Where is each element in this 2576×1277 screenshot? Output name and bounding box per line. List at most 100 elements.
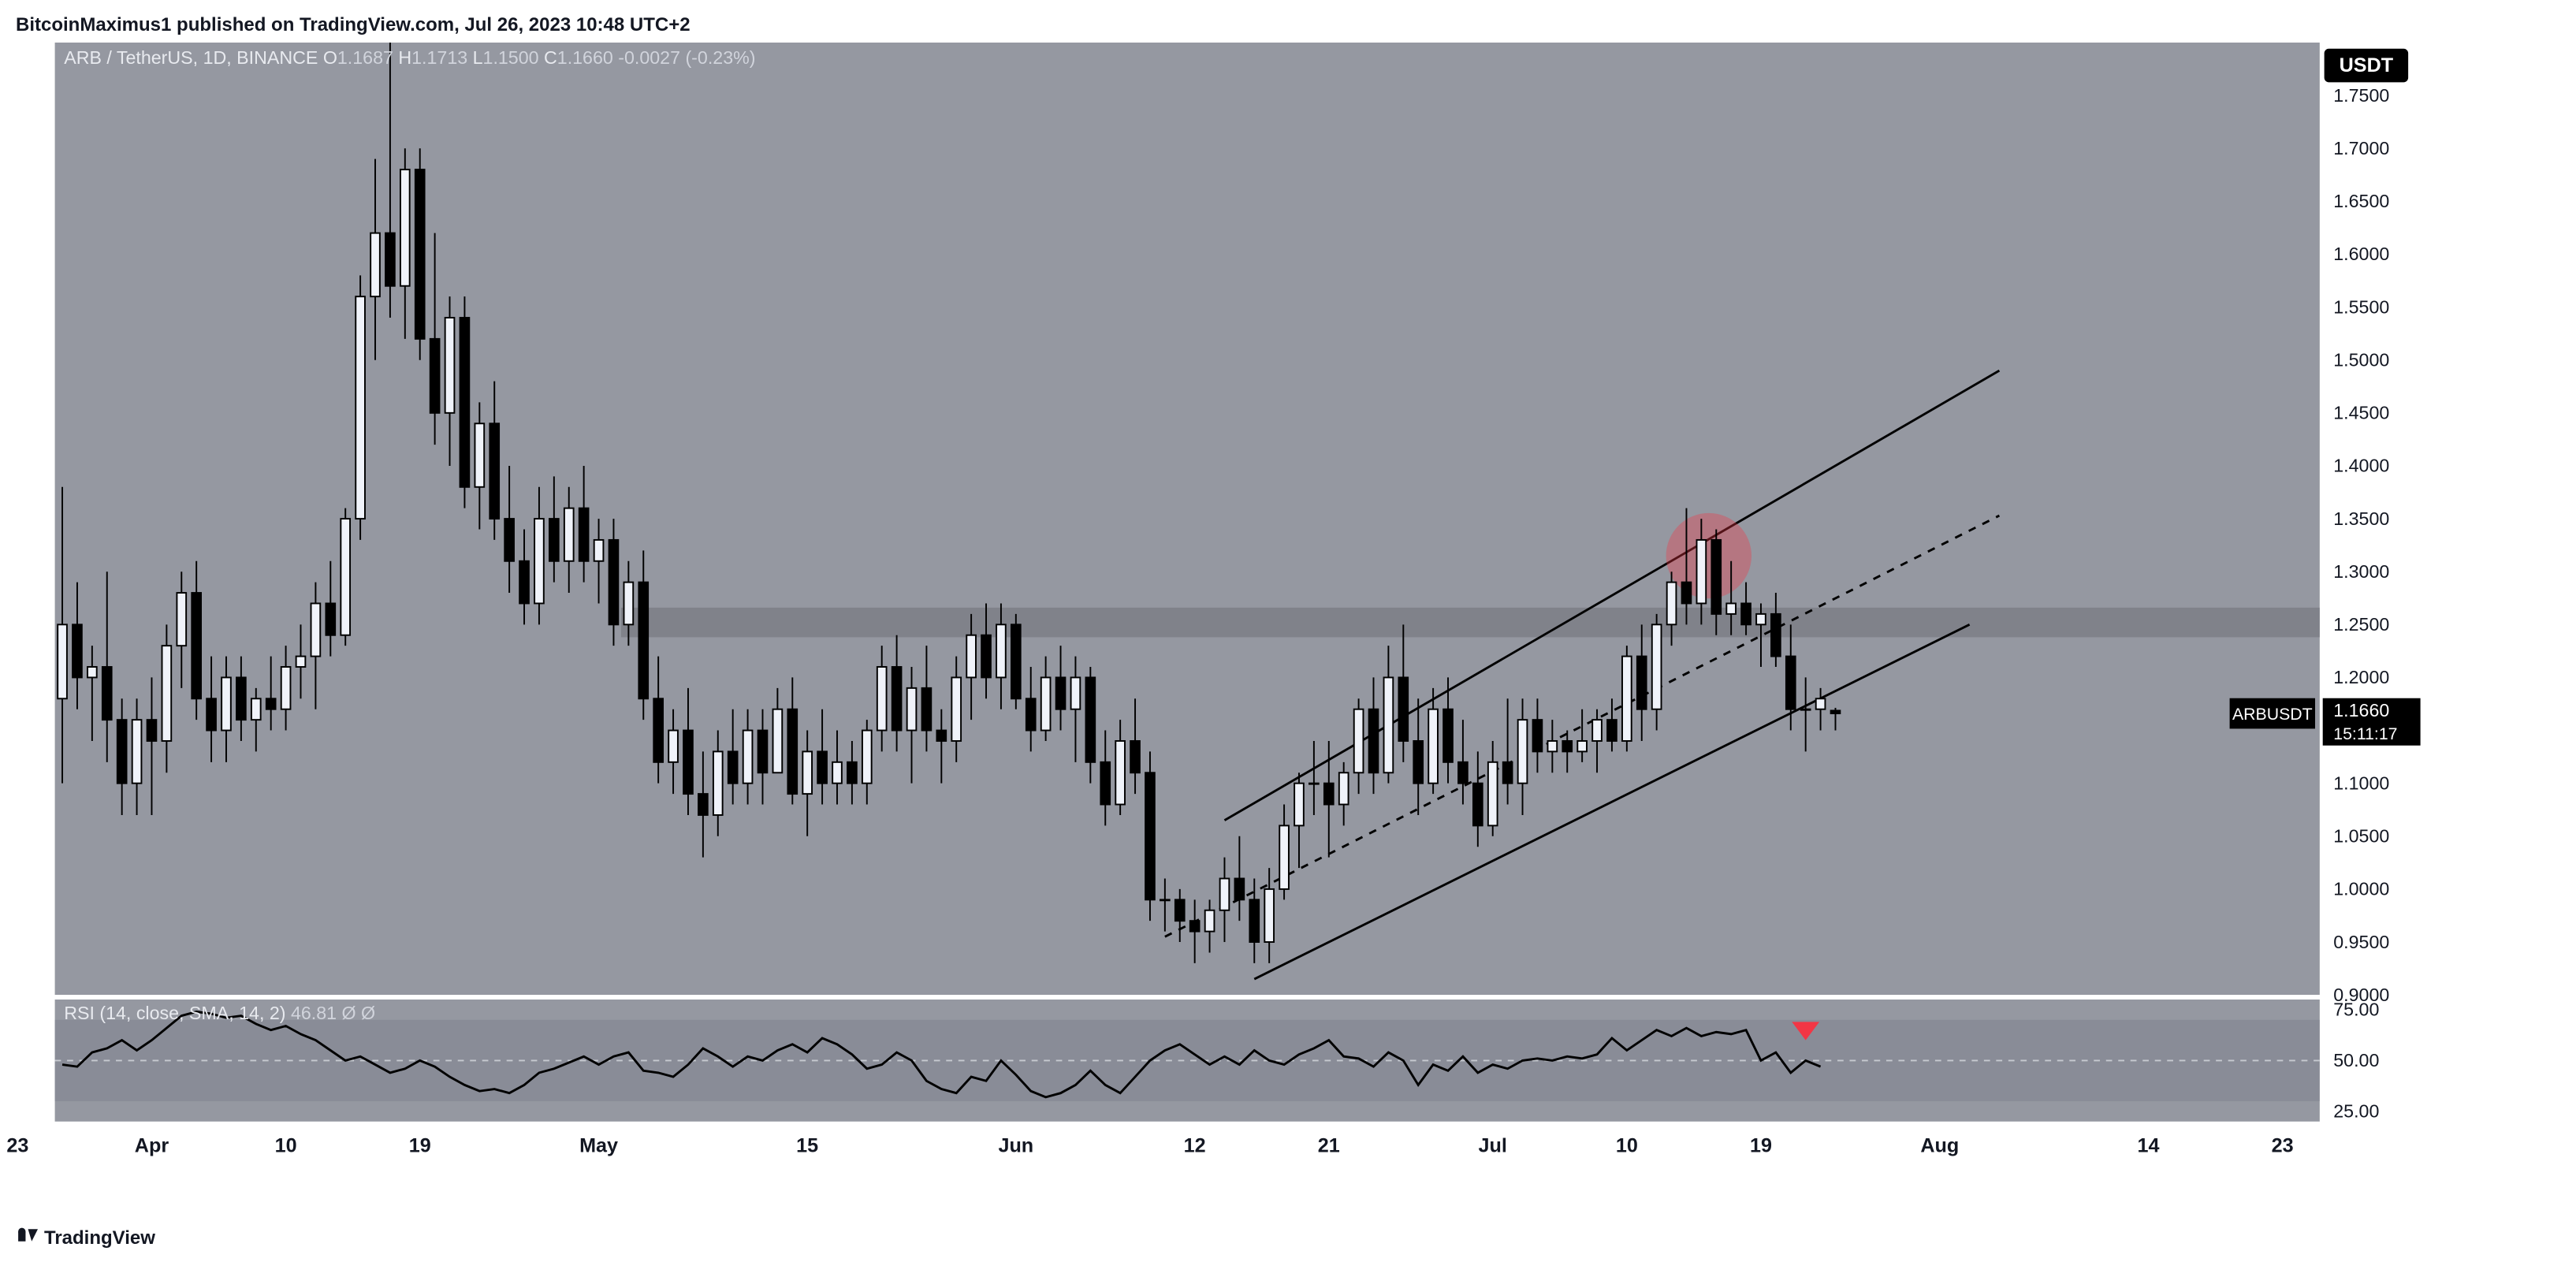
candle-body[interactable]: [624, 583, 633, 625]
candle-body[interactable]: [907, 688, 917, 731]
candle-body[interactable]: [668, 731, 678, 762]
candle-body[interactable]: [1324, 784, 1334, 805]
candle-body[interactable]: [1205, 910, 1215, 932]
candle-body[interactable]: [341, 519, 350, 635]
candle-body[interactable]: [1592, 720, 1602, 741]
candle-body[interactable]: [1607, 720, 1617, 741]
candle-body[interactable]: [177, 593, 186, 646]
candle-body[interactable]: [430, 339, 440, 413]
candle-body[interactable]: [1160, 899, 1170, 900]
candle-body[interactable]: [638, 583, 648, 699]
candle-body[interactable]: [534, 519, 544, 603]
candle-body[interactable]: [728, 751, 738, 783]
candle-body[interactable]: [1697, 540, 1707, 604]
candle-body[interactable]: [1533, 720, 1543, 751]
candle-body[interactable]: [1652, 624, 1662, 709]
candle-body[interactable]: [1294, 784, 1304, 826]
candle-body[interactable]: [281, 667, 291, 709]
candle-body[interactable]: [385, 233, 395, 286]
candle-body[interactable]: [490, 423, 499, 519]
candle-body[interactable]: [1428, 709, 1438, 784]
candle-body[interactable]: [1816, 698, 1826, 709]
candle-body[interactable]: [102, 667, 112, 720]
candle-body[interactable]: [594, 540, 604, 561]
candle-body[interactable]: [415, 169, 425, 339]
candle-body[interactable]: [1682, 583, 1692, 604]
highlight-circle[interactable]: [1666, 513, 1751, 598]
candle-body[interactable]: [236, 677, 246, 720]
candle-body[interactable]: [162, 646, 172, 741]
candle-body[interactable]: [1443, 709, 1453, 762]
candle-body[interactable]: [192, 593, 201, 698]
candle-body[interactable]: [951, 677, 961, 741]
candle-body[interactable]: [758, 731, 768, 773]
candle-body[interactable]: [1011, 624, 1021, 698]
candle-body[interactable]: [936, 731, 946, 741]
candle-body[interactable]: [221, 677, 231, 730]
candle-body[interactable]: [1026, 698, 1036, 730]
candle-body[interactable]: [1667, 583, 1677, 625]
candle-body[interactable]: [519, 561, 529, 604]
candle-body[interactable]: [370, 233, 380, 297]
candle-body[interactable]: [1711, 540, 1721, 614]
candle-body[interactable]: [1235, 878, 1245, 899]
candle-body[interactable]: [1220, 878, 1230, 910]
candle-body[interactable]: [1279, 825, 1289, 889]
candle-body[interactable]: [847, 762, 857, 784]
candle-body[interactable]: [1175, 899, 1185, 921]
candle-body[interactable]: [1547, 741, 1557, 751]
candle-body[interactable]: [1726, 603, 1736, 613]
price-pane[interactable]: [55, 43, 2320, 995]
candle-body[interactable]: [698, 794, 708, 815]
candle-body[interactable]: [266, 698, 276, 709]
candle-body[interactable]: [1264, 889, 1274, 942]
candle-body[interactable]: [1130, 741, 1140, 773]
candle-body[interactable]: [1071, 677, 1081, 709]
candle-body[interactable]: [773, 709, 783, 773]
candle-body[interactable]: [683, 731, 693, 795]
candle-body[interactable]: [996, 624, 1006, 677]
candle-body[interactable]: [311, 603, 321, 656]
candle-body[interactable]: [1413, 741, 1423, 784]
candle-body[interactable]: [609, 540, 619, 624]
candle-body[interactable]: [117, 720, 127, 784]
candle-body[interactable]: [1056, 677, 1066, 709]
candle-body[interactable]: [251, 698, 261, 720]
candle-body[interactable]: [966, 635, 976, 678]
candle-body[interactable]: [877, 667, 887, 731]
candle-body[interactable]: [1831, 710, 1841, 713]
candle-body[interactable]: [1249, 899, 1259, 942]
candle-body[interactable]: [922, 688, 932, 731]
candle-body[interactable]: [1398, 677, 1408, 741]
candle-body[interactable]: [1190, 921, 1200, 931]
candle-body[interactable]: [87, 667, 97, 677]
candle-body[interactable]: [460, 318, 470, 487]
candle-body[interactable]: [1145, 773, 1155, 899]
candle-body[interactable]: [326, 603, 335, 635]
candle-body[interactable]: [1100, 762, 1110, 805]
candle-body[interactable]: [1562, 741, 1572, 751]
candle-body[interactable]: [1473, 784, 1483, 826]
candle-body[interactable]: [1085, 677, 1095, 761]
candle-body[interactable]: [1354, 709, 1364, 773]
candle-body[interactable]: [743, 731, 753, 784]
candle-body[interactable]: [787, 709, 797, 794]
candle-body[interactable]: [862, 731, 872, 784]
candle-body[interactable]: [1041, 677, 1051, 730]
horizontal-support-zone[interactable]: [621, 608, 2320, 638]
candle-body[interactable]: [356, 296, 365, 519]
candle-body[interactable]: [445, 318, 455, 413]
candle-body[interactable]: [400, 169, 410, 286]
candle-body[interactable]: [1756, 614, 1766, 624]
candle-body[interactable]: [504, 519, 514, 561]
candle-body[interactable]: [817, 751, 827, 783]
candle-body[interactable]: [1503, 762, 1513, 784]
candle-body[interactable]: [1369, 709, 1379, 773]
candle-body[interactable]: [1384, 677, 1394, 773]
candle-body[interactable]: [1488, 762, 1498, 826]
candle-body[interactable]: [579, 508, 589, 561]
candle-body[interactable]: [475, 423, 484, 487]
candle-body[interactable]: [549, 519, 559, 561]
candle-body[interactable]: [132, 720, 142, 784]
candle-body[interactable]: [1577, 741, 1587, 751]
